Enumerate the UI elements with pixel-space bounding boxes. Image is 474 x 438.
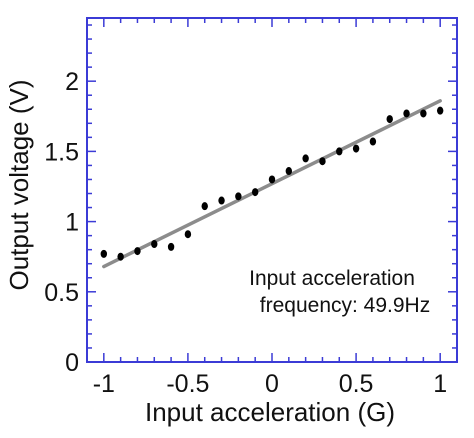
x-tick-label: -1 bbox=[93, 370, 115, 398]
data-point bbox=[117, 252, 124, 261]
y-tick-label: 0 bbox=[65, 349, 79, 377]
y-axis-ticks bbox=[87, 24, 457, 349]
data-point bbox=[268, 175, 276, 184]
data-point bbox=[319, 157, 326, 166]
annotation-line-1: Input acceleration bbox=[249, 267, 415, 290]
data-point bbox=[134, 247, 141, 256]
data-point bbox=[235, 192, 242, 201]
x-tick-label: 0.5 bbox=[339, 370, 374, 398]
y-tick-label: 2 bbox=[65, 68, 79, 96]
data-point bbox=[386, 115, 393, 124]
data-point bbox=[369, 137, 377, 146]
x-tick-label: 0 bbox=[265, 370, 279, 398]
data-point bbox=[218, 196, 225, 205]
data-point bbox=[151, 240, 158, 249]
y-tick-label: 1.5 bbox=[44, 138, 79, 166]
y-tick-label: 0.5 bbox=[44, 279, 79, 307]
x-axis-ticks bbox=[86, 18, 458, 362]
data-point bbox=[420, 109, 427, 118]
data-point bbox=[436, 106, 444, 115]
data-point bbox=[285, 167, 293, 176]
data-points bbox=[100, 106, 444, 261]
data-point bbox=[184, 230, 192, 239]
x-axis-title: Input acceleration (G) bbox=[145, 397, 395, 427]
y-tick-labels: 0 0.5 1 1.5 2 bbox=[44, 68, 79, 377]
data-point bbox=[302, 154, 309, 163]
x-tick-labels: -1 -0.5 0 0.5 1 bbox=[93, 370, 447, 398]
data-point bbox=[251, 188, 259, 197]
data-point bbox=[336, 147, 343, 156]
data-point bbox=[201, 202, 208, 211]
fit-line-group bbox=[102, 99, 442, 269]
x-tick-label: 1 bbox=[433, 370, 447, 398]
data-point bbox=[100, 249, 108, 258]
data-point bbox=[167, 242, 175, 251]
annotation-line-2: frequency: 49.9Hz bbox=[260, 294, 430, 317]
x-tick-label: -0.5 bbox=[166, 370, 209, 398]
y-axis-title: Output voltage (V) bbox=[4, 80, 34, 291]
y-tick-label: 1 bbox=[65, 209, 79, 237]
data-point bbox=[403, 109, 410, 118]
fit-line bbox=[102, 99, 442, 269]
data-point bbox=[352, 144, 360, 153]
